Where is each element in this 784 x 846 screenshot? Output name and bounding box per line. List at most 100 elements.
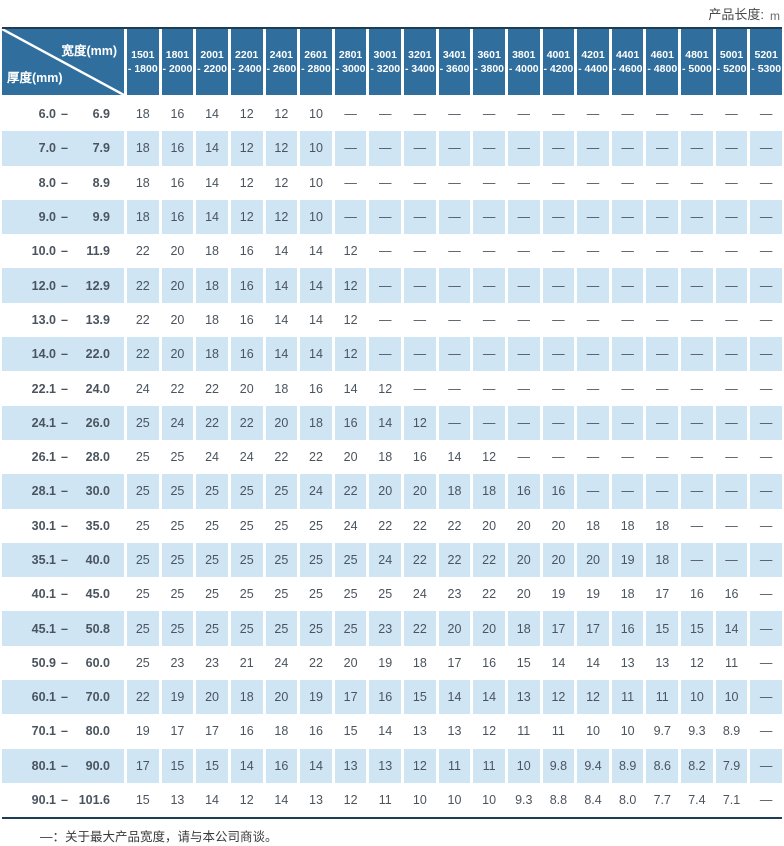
range-dash: – bbox=[61, 381, 68, 396]
max-length-cell: 12 bbox=[265, 199, 298, 235]
thickness-from: 9.0 bbox=[38, 210, 57, 225]
max-length-cell: 25 bbox=[334, 577, 367, 612]
thickness-to: 13.9 bbox=[85, 312, 110, 327]
table-body: 6.0–6.9 18 16 14 12 12 10— — — — — — — — — — — — —7.0–7.9 1… bbox=[2, 97, 782, 818]
max-length-cell: — bbox=[750, 611, 782, 646]
max-length-cell: 18 bbox=[230, 680, 263, 715]
max-length-cell: 7.4 bbox=[681, 782, 713, 818]
max-length-cell: 14 bbox=[715, 611, 748, 646]
max-length-cell: 22 bbox=[438, 542, 471, 578]
max-length-cell: — bbox=[715, 474, 748, 509]
max-length-cell: 22 bbox=[127, 268, 159, 303]
range-dash: – bbox=[61, 278, 68, 293]
max-length-cell: 25 bbox=[127, 508, 159, 543]
max-length-cell: 14 bbox=[369, 405, 402, 440]
max-length-cell: 15 bbox=[334, 714, 367, 749]
max-length-cell: 25 bbox=[127, 577, 159, 612]
max-length-cell: — bbox=[750, 371, 782, 406]
max-length-cell: — bbox=[681, 165, 713, 200]
table-row: 45.1–50.8 25 25 25 25 25 25 25 23 22 20 20 18 17 17 16 1… bbox=[2, 611, 782, 646]
max-length-cell: 25 bbox=[369, 577, 402, 612]
max-length-cell: 20 bbox=[161, 268, 194, 303]
width-range-line2: - 5200 bbox=[716, 63, 747, 75]
max-length-cell: 20 bbox=[507, 508, 540, 543]
max-length-cell: 22 bbox=[127, 337, 159, 372]
max-length-cell: — bbox=[646, 337, 679, 372]
max-length-cell: — bbox=[715, 131, 748, 166]
thickness-from: 8.0 bbox=[38, 175, 57, 190]
max-length-cell: — bbox=[369, 199, 402, 235]
max-length-cell: 25 bbox=[300, 577, 332, 612]
max-length-cell: 12 bbox=[265, 165, 298, 200]
max-length-cell: 18 bbox=[473, 474, 505, 509]
max-length-cell: — bbox=[750, 302, 782, 338]
max-length-cell: 8.4 bbox=[577, 782, 609, 818]
max-length-cell: 24 bbox=[230, 439, 263, 475]
max-length-cell: 18 bbox=[646, 542, 679, 578]
thickness-from: 7.0 bbox=[38, 141, 57, 156]
thickness-to: 45.0 bbox=[85, 587, 110, 602]
max-length-cell: 16 bbox=[473, 645, 505, 681]
thickness-to: 24.0 bbox=[85, 381, 110, 396]
max-length-cell: 15 bbox=[161, 748, 194, 783]
max-length-cell: — bbox=[715, 97, 748, 132]
max-length-cell: 9.8 bbox=[542, 748, 575, 783]
table-row: 14.0–22.0 22 20 18 16 14 14 12— — — — — — — — — — — — bbox=[2, 337, 782, 372]
max-length-cell: — bbox=[646, 165, 679, 200]
max-length-cell: — bbox=[715, 234, 748, 269]
max-length-cell: 20 bbox=[334, 645, 367, 681]
max-length-cell: — bbox=[681, 268, 713, 303]
width-range-line1: 5001 bbox=[719, 49, 744, 61]
max-length-cell: 14 bbox=[369, 714, 402, 749]
thickness-range-label: 14.0– 22.0 bbox=[2, 337, 124, 372]
max-length-cell: — bbox=[507, 439, 540, 475]
thickness-from: 24.1 bbox=[31, 415, 57, 430]
max-length-cell: 17 bbox=[577, 611, 609, 646]
max-length-cell: — bbox=[404, 97, 436, 132]
max-length-cell: — bbox=[438, 302, 471, 338]
max-length-cell: 12 bbox=[265, 97, 298, 132]
width-column-header: 4801 - 5000 bbox=[681, 29, 713, 95]
max-length-cell: 7.9 bbox=[715, 748, 748, 783]
max-length-cell: — bbox=[473, 199, 505, 235]
max-length-cell: 25 bbox=[161, 577, 194, 612]
max-length-cell: — bbox=[473, 97, 505, 132]
max-length-cell: — bbox=[507, 97, 540, 132]
max-length-cell: 16 bbox=[161, 97, 194, 132]
table-row: 8.0–8.9 18 16 14 12 12 10— — — — — — — — — — — — — bbox=[2, 165, 782, 200]
max-length-cell: 20 bbox=[196, 680, 228, 715]
thickness-to: 9.9 bbox=[92, 210, 110, 225]
max-length-cell: — bbox=[681, 405, 713, 440]
max-length-cell: 18 bbox=[300, 405, 332, 440]
max-length-cell: 22 bbox=[300, 645, 332, 681]
max-length-cell: — bbox=[542, 165, 575, 200]
max-length-cell: 25 bbox=[334, 611, 367, 646]
diagonal-line bbox=[2, 29, 124, 95]
thickness-range-label: 9.0– 9.9 bbox=[2, 199, 124, 235]
thickness-from: 90.1 bbox=[31, 793, 57, 808]
max-length-cell: — bbox=[750, 474, 782, 509]
max-length-cell: — bbox=[404, 337, 436, 372]
max-length-cell: — bbox=[473, 165, 505, 200]
width-range-line2: - 2800 bbox=[301, 63, 331, 75]
thickness-range-label: 26.1– 28.0 bbox=[2, 439, 124, 475]
max-length-cell: 25 bbox=[161, 508, 194, 543]
max-length-cell: 25 bbox=[196, 611, 228, 646]
thickness-range-label: 12.0– 12.9 bbox=[2, 268, 124, 303]
max-length-cell: 15 bbox=[507, 645, 540, 681]
max-length-cell: 14 bbox=[196, 97, 228, 132]
max-length-cell: 12 bbox=[230, 165, 263, 200]
max-length-cell: — bbox=[404, 199, 436, 235]
max-length-cell: 20 bbox=[577, 542, 609, 578]
thickness-range-label: 60.1– 70.0 bbox=[2, 680, 124, 715]
max-length-cell: — bbox=[404, 371, 436, 406]
thickness-to: 28.0 bbox=[85, 450, 110, 465]
max-length-cell: — bbox=[681, 439, 713, 475]
thickness-range-label: 50.9– 60.0 bbox=[2, 645, 124, 681]
max-length-cell: 10 bbox=[300, 165, 332, 200]
max-length-cell: — bbox=[542, 268, 575, 303]
width-range-line1: 4401 bbox=[615, 49, 640, 61]
thickness-from: 12.0 bbox=[31, 278, 57, 293]
max-length-cell: 18 bbox=[127, 97, 159, 132]
width-range-line2: - 2000 bbox=[162, 63, 193, 75]
